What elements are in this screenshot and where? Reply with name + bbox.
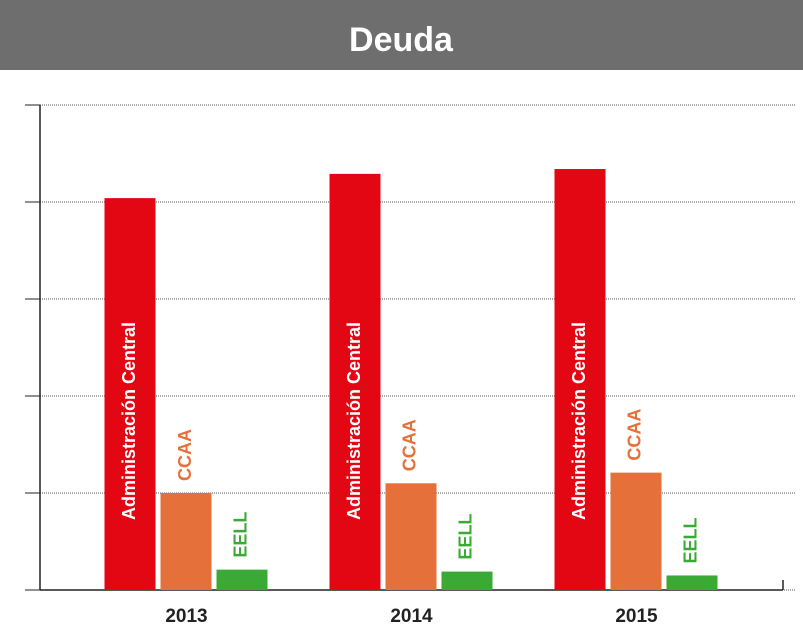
bar-series-label: Administración Central — [569, 322, 589, 520]
bar — [666, 575, 718, 590]
bar-series-label: EELL — [681, 517, 701, 563]
bar-series-label: EELL — [231, 512, 251, 558]
bar — [554, 169, 606, 590]
bar-series-label: CCAA — [400, 419, 420, 471]
bar-series-label: EELL — [456, 514, 476, 560]
bar-series-label: CCAA — [625, 409, 645, 461]
bar — [385, 483, 437, 590]
bar-series-label: CCAA — [175, 429, 195, 481]
bar — [610, 472, 662, 590]
x-tick-label: 2014 — [390, 606, 433, 627]
bar — [329, 173, 381, 590]
bar — [160, 493, 212, 590]
x-tick-label: 2015 — [615, 606, 658, 627]
chart-title: Deuda — [349, 21, 454, 59]
bar — [441, 571, 493, 590]
bar — [216, 569, 268, 590]
x-tick-label: 2013 — [165, 606, 207, 627]
bar-series-label: Administración Central — [119, 322, 139, 520]
header — [0, 0, 803, 70]
bar-series-label: Administración Central — [344, 322, 364, 520]
bar — [104, 198, 156, 590]
